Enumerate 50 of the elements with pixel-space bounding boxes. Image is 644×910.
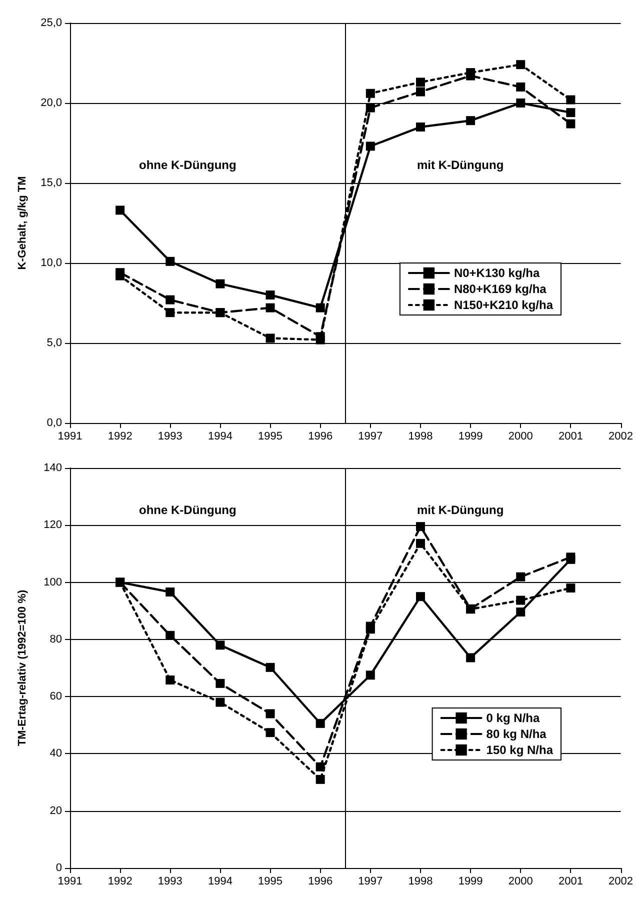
- x-tick-label: 1999: [458, 430, 483, 442]
- x-tick-label: 1994: [208, 876, 232, 888]
- y-tick-label: 100: [44, 576, 62, 588]
- x-tick-label: 1997: [358, 876, 383, 888]
- x-tick-label: 1991: [58, 876, 82, 888]
- y-tick-label: 140: [44, 462, 62, 474]
- y-tick-label: 80: [50, 633, 62, 646]
- y-tick-label: 20: [50, 804, 62, 817]
- x-tick-label: 2001: [558, 876, 583, 888]
- x-tick-label: 1998: [408, 876, 433, 888]
- y-tick-label: 5,0: [46, 337, 62, 349]
- annotation: mit K-Düngung: [417, 158, 504, 172]
- legend-label: 150 kg N/ha: [486, 743, 554, 757]
- x-tick-label: 1995: [258, 876, 283, 888]
- y-tick-label: 60: [50, 690, 62, 703]
- x-tick-label: 1999: [458, 876, 483, 888]
- x-tick-label: 1991: [58, 430, 82, 442]
- x-tick-label: 1993: [158, 430, 182, 442]
- annotation: ohne K-Düngung: [139, 503, 236, 517]
- y-axis-title: TM-Ertag-relativ (1992=100 %): [16, 590, 28, 746]
- legend-label: N80+K169 kg/ha: [454, 282, 547, 296]
- y-tick-label: 120: [44, 519, 62, 532]
- y-tick-label: 0,0: [46, 417, 62, 429]
- legend-label: N0+K130 kg/ha: [454, 266, 540, 280]
- x-tick-label: 2001: [558, 430, 583, 442]
- x-tick-label: 2002: [608, 876, 634, 888]
- annotation: mit K-Düngung: [417, 503, 504, 517]
- y-tick-label: 15,0: [40, 177, 62, 189]
- y-axis-title: K-Gehalt, g/kg TM: [16, 176, 28, 270]
- y-tick-label: 40: [50, 748, 62, 760]
- x-tick-label: 2000: [508, 876, 533, 888]
- legend-label: N150+K210 kg/ha: [454, 298, 554, 312]
- x-tick-label: 1996: [308, 876, 333, 888]
- x-tick-label: 1996: [308, 430, 333, 442]
- x-tick-label: 2000: [508, 430, 533, 442]
- y-tick-label: 0: [56, 862, 62, 874]
- x-tick-label: 1995: [258, 430, 283, 442]
- x-tick-label: 1998: [408, 430, 433, 442]
- x-tick-label: 1992: [108, 430, 132, 442]
- x-tick-label: 1997: [358, 430, 383, 442]
- x-tick-label: 1993: [158, 876, 182, 888]
- x-tick-label: 1994: [208, 430, 232, 442]
- legend-label: 80 kg N/ha: [486, 727, 547, 741]
- y-tick-label: 20,0: [40, 97, 62, 109]
- annotation: ohne K-Düngung: [139, 158, 236, 172]
- y-tick-label: 25,0: [40, 17, 62, 29]
- y-tick-label: 10,0: [40, 257, 62, 269]
- legend-label: 0 kg N/ha: [486, 711, 540, 725]
- x-tick-label: 2002: [608, 430, 634, 442]
- x-tick-label: 1992: [108, 876, 132, 888]
